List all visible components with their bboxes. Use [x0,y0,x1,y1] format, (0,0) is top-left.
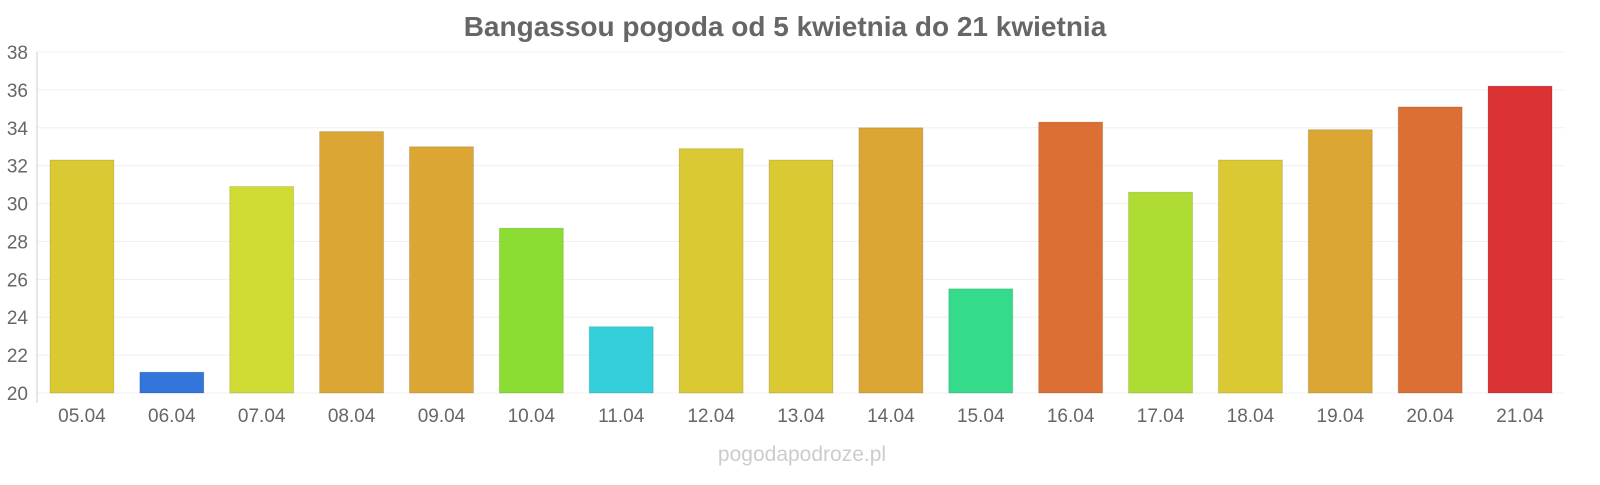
x-tick-label: 13.04 [777,406,825,427]
y-tick-label: 28 [7,232,28,253]
bar-11.04[interactable] [588,326,654,394]
y-tick-label: 20 [7,384,28,405]
bar-21.04[interactable] [1487,85,1553,394]
watermark: pogodapodroze.pl [718,443,886,466]
x-tick-label: 05.04 [58,406,106,427]
bar-05.04[interactable] [49,159,115,394]
x-tick-label: 17.04 [1137,406,1185,427]
y-tick-label: 24 [7,308,29,329]
x-tick-label: 12.04 [687,406,735,427]
y-tick-label: 32 [7,157,28,178]
bar-09.04[interactable] [408,146,474,394]
y-tick-label: 38 [7,43,28,64]
y-tick-label: 30 [7,195,28,216]
y-tick-label: 34 [7,119,29,140]
bar-19.04[interactable] [1307,129,1373,394]
x-tick-label: 14.04 [867,406,915,427]
x-tick-label: 21.04 [1496,406,1544,427]
bar-12.04[interactable] [678,148,744,394]
bar-16.04[interactable] [1038,121,1104,394]
bar-08.04[interactable] [319,131,385,394]
x-tick-label: 09.04 [418,406,466,427]
x-tick-label: 06.04 [148,406,196,427]
bar-06.04[interactable] [139,371,205,394]
x-tick-label: 08.04 [328,406,376,427]
bar-14.04[interactable] [858,127,924,394]
x-tick-label: 15.04 [957,406,1005,427]
x-tick-label: 11.04 [598,406,645,427]
bar-17.04[interactable] [1128,191,1194,394]
bar-20.04[interactable] [1397,106,1463,394]
bar-18.04[interactable] [1217,159,1283,394]
x-tick-label: 10.04 [508,406,556,427]
x-tick-label: 16.04 [1047,406,1095,427]
x-tick-label: 19.04 [1317,406,1365,427]
x-tick-label: 18.04 [1227,406,1275,427]
y-tick-label: 22 [7,346,28,367]
bar-13.04[interactable] [768,159,834,394]
chart-title: Bangassou pogoda od 5 kwietnia do 21 kwi… [464,11,1107,42]
bar-10.04[interactable] [498,227,564,394]
x-tick-label: 07.04 [238,406,286,427]
x-tick-label: 20.04 [1406,406,1454,427]
y-tick-label: 26 [7,270,28,291]
bar-15.04[interactable] [948,288,1014,394]
y-tick-label: 36 [7,81,28,102]
bar-07.04[interactable] [229,186,295,394]
